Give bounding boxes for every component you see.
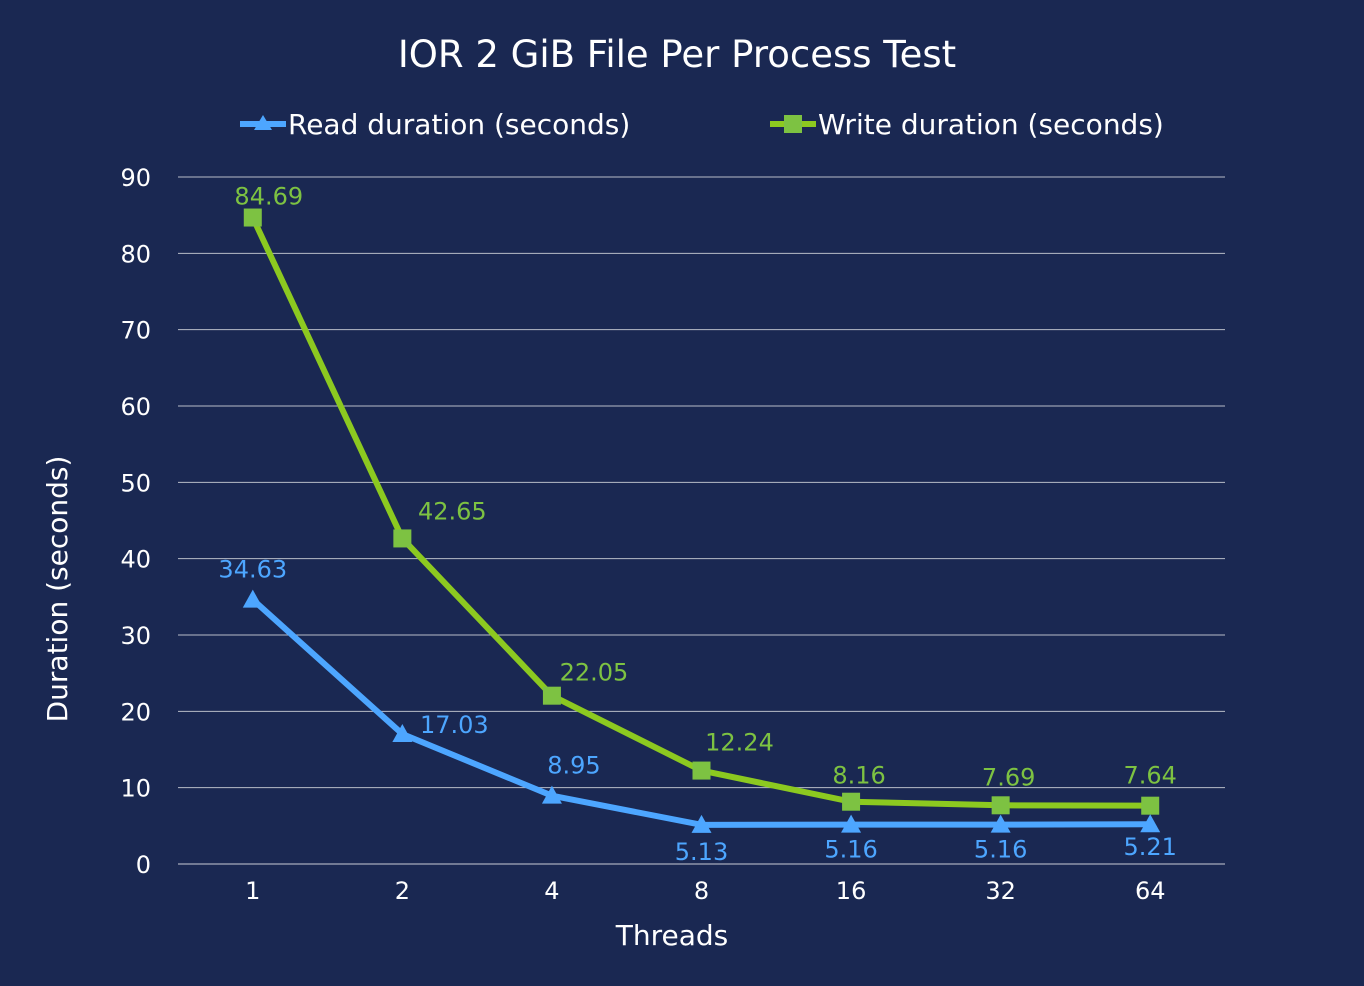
read-point-marker: [990, 814, 1011, 833]
read-point-marker: [242, 589, 263, 608]
x-tick-label: 4: [544, 877, 559, 905]
legend-write-label: Write duration (seconds): [818, 108, 1164, 141]
y-tick-label: 20: [120, 698, 151, 726]
read-point-marker: [841, 814, 862, 833]
write-data-label: 7.64: [1123, 762, 1176, 790]
x-tick-label: 8: [694, 877, 709, 905]
write-data-label: 8.16: [832, 762, 885, 790]
y-tick-label: 40: [120, 546, 151, 574]
y-tick-label: 0: [136, 851, 151, 879]
read-data-label: 5.13: [675, 838, 728, 866]
legend: Read duration (seconds) Write duration (…: [240, 108, 1164, 141]
write-data-label: 84.69: [234, 183, 303, 211]
read-point-marker: [541, 785, 562, 804]
x-tick-label: 64: [1135, 877, 1166, 905]
y-tick-label: 80: [120, 240, 151, 268]
x-axis-label: Threads: [615, 919, 729, 952]
read-data-label: 34.63: [218, 556, 287, 584]
series: 84.69 42.65 22.05 12.24 8.16 7.69 7.64 34.63 17.…: [218, 183, 1177, 866]
legend-read-marker-icon: [254, 115, 272, 130]
y-axis-label: Duration (seconds): [41, 456, 74, 723]
write-point-marker: [393, 529, 412, 548]
x-tick-label: 2: [395, 877, 410, 905]
write-data-label: 22.05: [560, 659, 629, 687]
chart-title: IOR 2 GiB File Per Process Test: [398, 33, 956, 76]
read-point-marker: [691, 814, 712, 833]
read-data-label: 17.03: [420, 711, 489, 739]
read-data-label: 8.95: [547, 752, 600, 780]
write-data-label: 7.69: [982, 763, 1035, 791]
series-read: 34.63 17.03 8.95 5.13 5.16 5.16 5.21: [218, 556, 1177, 866]
read-data-label: 5.16: [974, 836, 1027, 864]
write-data-label: 12.24: [705, 729, 774, 757]
write-point-marker: [991, 796, 1010, 815]
read-point-marker: [392, 724, 413, 743]
y-tick-label: 70: [120, 317, 151, 345]
y-tick-label: 50: [120, 469, 151, 497]
y-tick-label: 90: [120, 164, 151, 192]
write-point-marker: [542, 686, 561, 705]
read-data-label: 5.16: [824, 836, 877, 864]
gridlines: [178, 176, 1225, 865]
read-data-label: 5.21: [1123, 833, 1176, 861]
x-tick-label: 16: [836, 877, 867, 905]
y-tick-label: 10: [120, 775, 151, 803]
y-axis-ticks: 0 10 20 30 40 50 60 70 80 90: [120, 164, 151, 879]
series-write: 84.69 42.65 22.05 12.24 8.16 7.69 7.64: [234, 183, 1177, 815]
legend-item-write: Write duration (seconds): [770, 108, 1164, 141]
legend-write-marker-icon: [784, 115, 802, 133]
read-point-marker: [1140, 814, 1161, 833]
write-point-marker: [243, 208, 262, 227]
write-point-marker: [692, 761, 711, 780]
x-axis-ticks: 1 2 4 8 16 32 64: [245, 877, 1165, 905]
x-tick-label: 32: [985, 877, 1016, 905]
write-point-marker: [1141, 796, 1160, 815]
y-tick-label: 30: [120, 622, 151, 650]
write-point-marker: [842, 792, 861, 811]
legend-read-label: Read duration (seconds): [288, 108, 630, 141]
y-tick-label: 60: [120, 393, 151, 421]
write-data-label: 42.65: [418, 497, 487, 525]
x-tick-label: 1: [245, 877, 260, 905]
legend-item-read: Read duration (seconds): [240, 108, 630, 141]
